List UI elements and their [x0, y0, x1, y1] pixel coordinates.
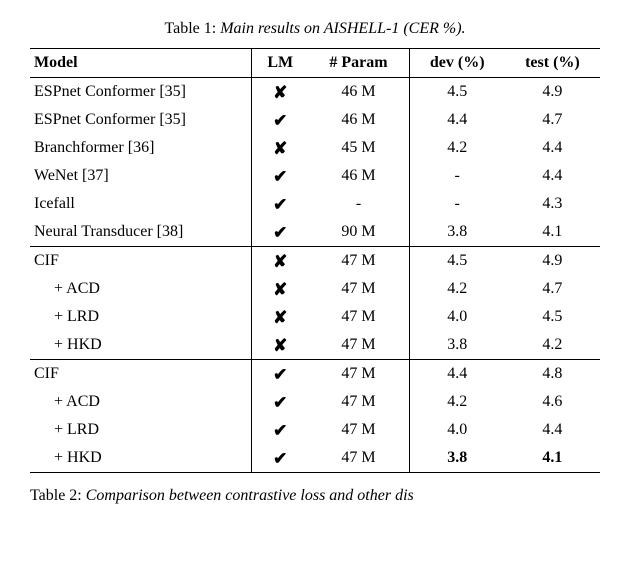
cell-dev: -: [409, 190, 505, 218]
table-row: + LRD✔47 M4.04.4: [30, 416, 600, 444]
cell-test: 4.9: [505, 247, 600, 276]
cell-param: 46 M: [308, 106, 409, 134]
cell-param: 47 M: [308, 444, 409, 473]
check-icon: ✔: [252, 388, 309, 416]
cell-param: 45 M: [308, 134, 409, 162]
cell-test: 4.4: [505, 134, 600, 162]
cell-dev: 3.8: [409, 218, 505, 247]
cell-model: Neural Transducer [38]: [30, 218, 252, 247]
cell-param: 46 M: [308, 162, 409, 190]
cell-model: + ACD: [30, 388, 252, 416]
cell-dev: 4.5: [409, 78, 505, 107]
col-test: test (%): [505, 49, 600, 78]
cell-test: 4.6: [505, 388, 600, 416]
cell-dev: 4.2: [409, 275, 505, 303]
cell-param: 47 M: [308, 360, 409, 389]
cell-test: 4.4: [505, 162, 600, 190]
check-icon: ✔: [252, 106, 309, 134]
caption-title: Main results on AISHELL-1 (CER %).: [220, 20, 465, 37]
cell-dev: 4.5: [409, 247, 505, 276]
cell-test: 4.4: [505, 416, 600, 444]
check-icon: ✔: [252, 416, 309, 444]
cell-param: 47 M: [308, 275, 409, 303]
cross-icon: ✘: [252, 275, 309, 303]
cross-icon: ✘: [252, 247, 309, 276]
cell-dev: 4.0: [409, 416, 505, 444]
cell-model: + LRD: [30, 416, 252, 444]
results-table: Model LM # Param dev (%) test (%) ESPnet…: [30, 48, 600, 473]
cell-param: 47 M: [308, 331, 409, 360]
table-row: Neural Transducer [38]✔90 M3.84.1: [30, 218, 600, 247]
cell-test: 4.3: [505, 190, 600, 218]
table-row: Icefall✔--4.3: [30, 190, 600, 218]
cell-model: ESPnet Conformer [35]: [30, 106, 252, 134]
cell-test: 4.5: [505, 303, 600, 331]
cell-dev: 3.8: [409, 444, 505, 473]
check-icon: ✔: [252, 360, 309, 389]
cell-dev: 4.2: [409, 134, 505, 162]
table-row: CIF✘47 M4.54.9: [30, 247, 600, 276]
check-icon: ✔: [252, 218, 309, 247]
cell-test: 4.8: [505, 360, 600, 389]
table-row: + ACD✘47 M4.24.7: [30, 275, 600, 303]
cell-dev: 4.0: [409, 303, 505, 331]
cell-dev: 3.8: [409, 331, 505, 360]
table-row: + HKD✘47 M3.84.2: [30, 331, 600, 360]
table-header-row: Model LM # Param dev (%) test (%): [30, 49, 600, 78]
cell-param: 47 M: [308, 247, 409, 276]
cell-param: 46 M: [308, 78, 409, 107]
caption-label: Table 1:: [164, 20, 216, 37]
cross-icon: ✘: [252, 303, 309, 331]
cell-param: -: [308, 190, 409, 218]
cell-model: Icefall: [30, 190, 252, 218]
cell-test: 4.7: [505, 275, 600, 303]
table-row: ESPnet Conformer [35]✔46 M4.44.7: [30, 106, 600, 134]
table-row: Branchformer [36]✘45 M4.24.4: [30, 134, 600, 162]
cell-model: + HKD: [30, 331, 252, 360]
cell-model: WeNet [37]: [30, 162, 252, 190]
cell-test: 4.7: [505, 106, 600, 134]
footer-label: Table 2:: [30, 487, 82, 504]
table-row: CIF✔47 M4.44.8: [30, 360, 600, 389]
cell-dev: 4.4: [409, 360, 505, 389]
cell-dev: 4.2: [409, 388, 505, 416]
col-param: # Param: [308, 49, 409, 78]
table-row: + HKD✔47 M3.84.1: [30, 444, 600, 473]
check-icon: ✔: [252, 190, 309, 218]
col-lm: LM: [252, 49, 309, 78]
cell-model: + ACD: [30, 275, 252, 303]
cell-param: 90 M: [308, 218, 409, 247]
check-icon: ✔: [252, 162, 309, 190]
table-row: + LRD✘47 M4.04.5: [30, 303, 600, 331]
check-icon: ✔: [252, 444, 309, 473]
cell-param: 47 M: [308, 416, 409, 444]
cell-model: + LRD: [30, 303, 252, 331]
cell-model: + HKD: [30, 444, 252, 473]
col-model: Model: [30, 49, 252, 78]
cross-icon: ✘: [252, 134, 309, 162]
cell-model: CIF: [30, 360, 252, 389]
cell-test: 4.2: [505, 331, 600, 360]
cell-model: Branchformer [36]: [30, 134, 252, 162]
col-dev: dev (%): [409, 49, 505, 78]
cross-icon: ✘: [252, 78, 309, 107]
cell-dev: -: [409, 162, 505, 190]
cell-param: 47 M: [308, 388, 409, 416]
cell-dev: 4.4: [409, 106, 505, 134]
next-table-caption: Table 2: Comparison between contrastive …: [30, 487, 600, 505]
cell-model: ESPnet Conformer [35]: [30, 78, 252, 107]
table-row: + ACD✔47 M4.24.6: [30, 388, 600, 416]
cell-test: 4.1: [505, 218, 600, 247]
cell-test: 4.1: [505, 444, 600, 473]
footer-rest: Comparison between contrastive loss and …: [86, 487, 414, 504]
cross-icon: ✘: [252, 331, 309, 360]
cell-param: 47 M: [308, 303, 409, 331]
table-row: ESPnet Conformer [35]✘46 M4.54.9: [30, 78, 600, 107]
table-row: WeNet [37]✔46 M-4.4: [30, 162, 600, 190]
cell-test: 4.9: [505, 78, 600, 107]
cell-model: CIF: [30, 247, 252, 276]
table-caption: Table 1: Main results on AISHELL-1 (CER …: [30, 20, 600, 38]
